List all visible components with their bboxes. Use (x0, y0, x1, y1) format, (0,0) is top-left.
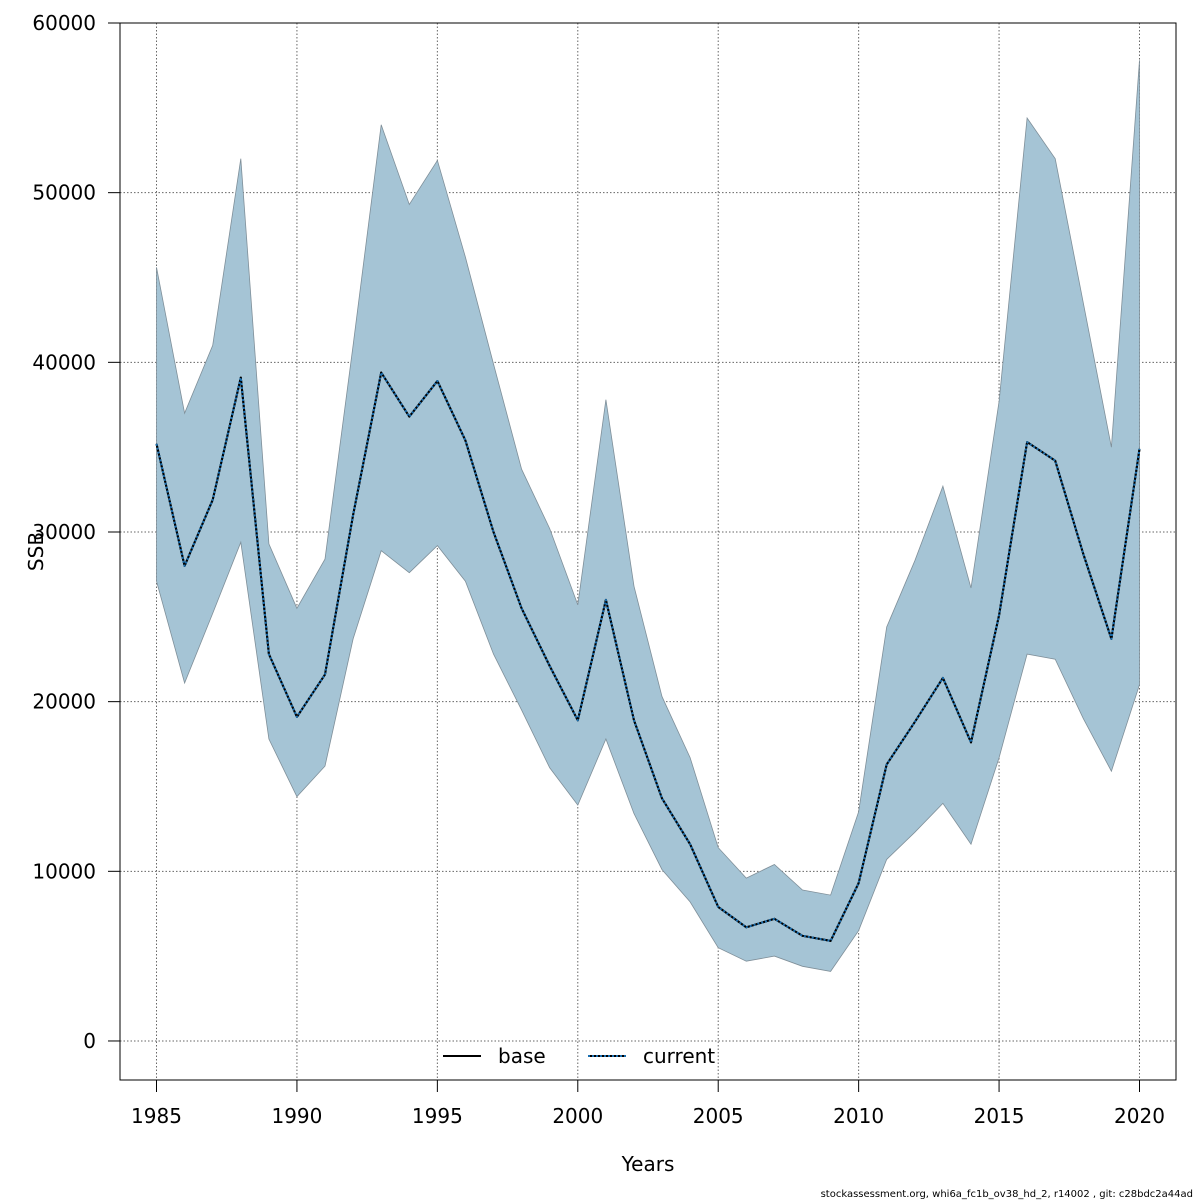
confidence-band-layer (156, 60, 1140, 972)
y-axis-title: SSB (24, 532, 48, 571)
y-tick-label-40000: 40000 (32, 350, 96, 374)
confidence-band (156, 60, 1140, 972)
legend-label-base: base (498, 1044, 546, 1068)
y-tick-label-0: 0 (83, 1029, 96, 1053)
y-tick-label-20000: 20000 (32, 690, 96, 714)
y-tick-label-30000: 30000 (32, 520, 96, 544)
legend-label-current: current (643, 1044, 715, 1068)
y-tick-label-50000: 50000 (32, 181, 96, 205)
series-line-current (155, 371, 1141, 942)
x-tick-label-1985: 1985 (131, 1104, 182, 1128)
x-axis: 1985 1990 1995 2000 2005 2010 2015 2020 (131, 1079, 1165, 1128)
x-tick-label-2015: 2015 (974, 1104, 1025, 1128)
legend: base current (443, 1044, 715, 1068)
x-tick-label-2010: 2010 (833, 1104, 884, 1128)
y-tick-label-60000: 60000 (32, 11, 96, 35)
x-tick-label-1995: 1995 (412, 1104, 463, 1128)
x-tick-label-1990: 1990 (271, 1104, 322, 1128)
x-axis-title: Years (621, 1152, 675, 1176)
series-layer (155, 371, 1141, 942)
x-tick-label-2005: 2005 (693, 1104, 744, 1128)
footer-credit: stockassessment.org, whi6a_fc1b_ov38_hd_… (821, 1189, 1193, 1200)
x-tick-label-2020: 2020 (1114, 1104, 1165, 1128)
y-axis: 0 10000 20000 30000 40000 50000 60000 (32, 11, 121, 1053)
y-tick-label-10000: 10000 (32, 859, 96, 883)
x-tick-label-2000: 2000 (552, 1104, 603, 1128)
